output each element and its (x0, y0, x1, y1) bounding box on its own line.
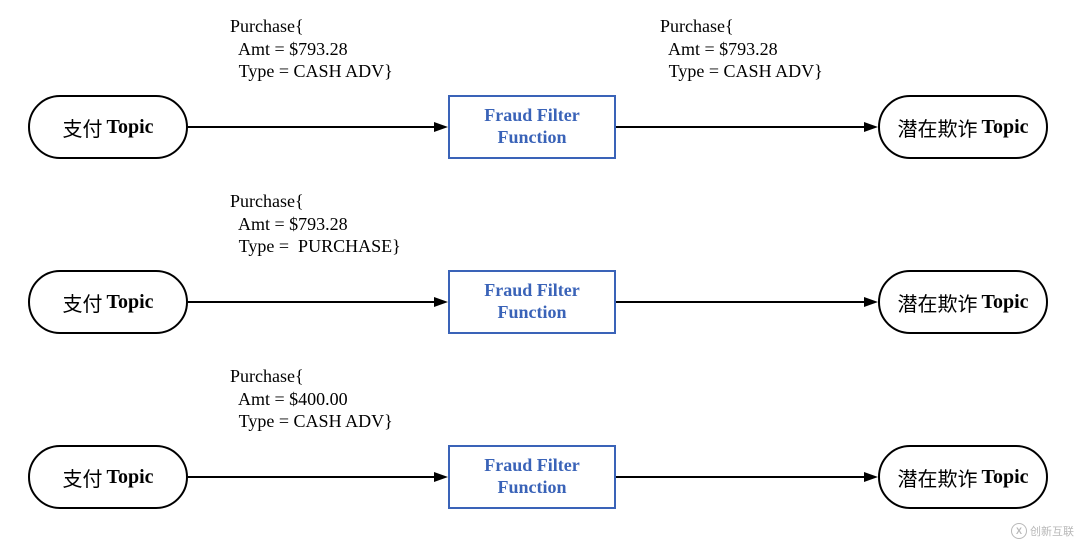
arrow-source-to-filter (188, 290, 448, 314)
sink-topic-en: Topic (981, 116, 1028, 139)
source-topic-node: 支付Topic (28, 270, 188, 334)
source-topic-node: 支付Topic (28, 95, 188, 159)
watermark: X 创新互联 (1011, 523, 1074, 539)
watermark-icon: X (1011, 523, 1027, 539)
source-topic-en: Topic (106, 291, 153, 314)
flow-row-3: 支付TopicFraud FilterFunction潜在欺诈TopicPurc… (0, 370, 1080, 530)
source-topic-cn: 支付 (62, 463, 102, 492)
sink-topic-cn: 潜在欺诈 (897, 288, 977, 317)
arrow-source-to-filter (188, 115, 448, 139)
sink-topic-node: 潜在欺诈Topic (878, 445, 1048, 509)
purchase-label-right: Purchase{ Amt = $793.28 Type = CASH ADV} (660, 15, 823, 83)
fraud-filter-node: Fraud FilterFunction (448, 95, 616, 159)
source-topic-cn: 支付 (62, 113, 102, 142)
arrow-filter-to-sink (616, 290, 878, 314)
source-topic-en: Topic (106, 116, 153, 139)
source-topic-node: 支付Topic (28, 445, 188, 509)
sink-topic-cn: 潜在欺诈 (897, 113, 977, 142)
source-topic-cn: 支付 (62, 288, 102, 317)
flow-row-1: 支付TopicFraud FilterFunction潜在欺诈TopicPurc… (0, 20, 1080, 180)
arrow-filter-to-sink (616, 115, 878, 139)
fraud-filter-node: Fraud FilterFunction (448, 445, 616, 509)
purchase-label-left: Purchase{ Amt = $400.00 Type = CASH ADV} (230, 365, 393, 433)
flow-row-2: 支付TopicFraud FilterFunction潜在欺诈TopicPurc… (0, 195, 1080, 355)
arrow-source-to-filter (188, 465, 448, 489)
sink-topic-cn: 潜在欺诈 (897, 463, 977, 492)
sink-topic-en: Topic (981, 291, 1028, 314)
sink-topic-node: 潜在欺诈Topic (878, 270, 1048, 334)
arrow-filter-to-sink (616, 465, 878, 489)
fraud-filter-node: Fraud FilterFunction (448, 270, 616, 334)
watermark-text: 创新互联 (1030, 523, 1074, 539)
source-topic-en: Topic (106, 466, 153, 489)
purchase-label-left: Purchase{ Amt = $793.28 Type = CASH ADV} (230, 15, 393, 83)
purchase-label-left: Purchase{ Amt = $793.28 Type = PURCHASE} (230, 190, 401, 258)
sink-topic-node: 潜在欺诈Topic (878, 95, 1048, 159)
sink-topic-en: Topic (981, 466, 1028, 489)
